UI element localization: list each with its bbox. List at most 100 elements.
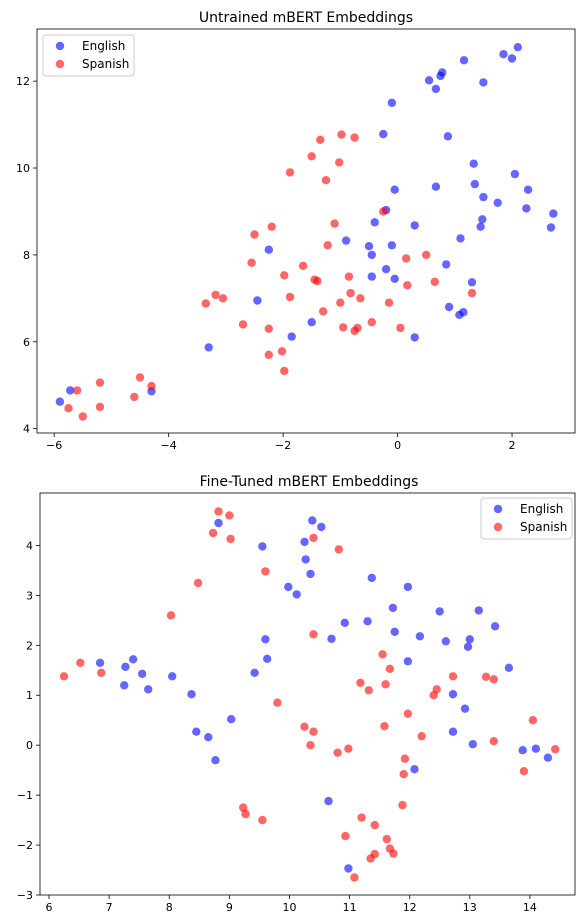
point-english-22: [424, 76, 434, 85]
point-spanish-46: [403, 281, 412, 290]
point-spanish-15: [306, 741, 315, 750]
point-spanish-13: [273, 698, 282, 707]
x-tick-label: −4: [161, 439, 177, 452]
point-english-2: [121, 662, 130, 671]
point-english-12: [227, 715, 236, 724]
point-spanish-1: [76, 658, 85, 667]
point-spanish-24: [356, 678, 365, 687]
chart-title: Fine-Tuned mBERT Embeddings: [200, 474, 419, 490]
point-spanish-10: [218, 294, 228, 303]
y-tick-label: −1: [17, 789, 33, 802]
point-spanish-3: [95, 378, 105, 387]
legend-label-english: English: [82, 39, 125, 53]
point-english-26: [340, 618, 349, 627]
point-english-24: [431, 84, 441, 94]
point-spanish-9: [239, 803, 248, 812]
y-tick-label: 3: [26, 589, 33, 602]
point-spanish-1: [72, 386, 82, 395]
legend-box: [42, 34, 135, 77]
point-spanish-35: [344, 272, 354, 281]
point-spanish-41: [417, 732, 426, 741]
point-spanish-2: [78, 412, 88, 421]
point-spanish-7: [225, 511, 234, 520]
x-tick-label: 13: [463, 901, 477, 914]
point-english-26: [438, 68, 447, 77]
x-tick-label: 11: [343, 901, 357, 914]
point-english-25: [327, 634, 336, 643]
point-english-46: [504, 663, 514, 672]
point-spanish-42: [379, 207, 388, 216]
point-english-43: [468, 740, 477, 749]
point-english-17: [387, 98, 397, 108]
point-spanish-30: [378, 650, 387, 659]
point-spanish-33: [337, 130, 346, 139]
point-spanish-37: [398, 800, 407, 810]
point-spanish-14: [300, 722, 309, 731]
legend: English Spanish: [480, 497, 573, 540]
point-english-31: [390, 627, 399, 636]
point-spanish-36: [389, 849, 398, 858]
point-spanish-45: [402, 254, 411, 263]
point-spanish-18: [309, 727, 318, 736]
point-english-34: [467, 278, 477, 287]
point-spanish-49: [528, 716, 538, 725]
points-layer: [55, 43, 558, 421]
point-spanish-49: [467, 288, 477, 298]
point-spanish-39: [400, 754, 410, 763]
x-tick-label: 0: [394, 439, 401, 452]
point-english-19: [300, 537, 309, 547]
point-english-24: [324, 796, 333, 806]
point-english-15: [381, 265, 391, 274]
y-axis: −3 −2 −1 0 1 2 3 4: [17, 539, 40, 902]
point-english-23: [431, 182, 441, 191]
point-english-16: [263, 654, 272, 663]
point-spanish-50: [551, 745, 560, 754]
point-spanish-17: [309, 630, 318, 639]
point-english-9: [364, 242, 374, 251]
legend-marker-english: [493, 504, 503, 514]
point-english-45: [513, 43, 522, 52]
point-spanish-44: [448, 672, 458, 681]
point-spanish-44: [396, 323, 405, 333]
point-spanish-48: [519, 767, 529, 776]
point-english-4: [253, 296, 262, 305]
y-tick-label: 1: [26, 689, 33, 702]
point-spanish-20: [285, 292, 295, 302]
point-spanish-8: [226, 534, 235, 544]
point-english-19: [390, 274, 399, 283]
point-english-31: [456, 234, 465, 243]
point-english-3: [204, 343, 213, 352]
point-english-43: [507, 54, 517, 63]
point-spanish-33: [382, 834, 391, 844]
point-english-16: [387, 241, 397, 250]
point-english-37: [441, 637, 450, 646]
point-english-18: [292, 590, 301, 599]
points-layer: [59, 507, 560, 882]
legend-label-spanish: Spanish: [82, 57, 129, 71]
point-spanish-28: [370, 849, 379, 859]
point-english-36: [435, 607, 444, 616]
point-spanish-43: [432, 685, 441, 694]
point-spanish-30: [330, 219, 339, 228]
point-spanish-14: [264, 350, 273, 359]
legend-label-english: English: [520, 502, 563, 516]
point-english-36: [470, 179, 479, 189]
point-spanish-36: [346, 288, 355, 298]
point-english-0: [95, 658, 105, 667]
plot-area: [40, 493, 575, 895]
point-spanish-19: [280, 271, 289, 280]
point-spanish-21: [341, 831, 350, 841]
point-english-11: [214, 518, 223, 528]
point-english-38: [478, 215, 487, 224]
point-english-29: [367, 573, 376, 583]
point-spanish-17: [277, 347, 287, 356]
legend-label-spanish: Spanish: [520, 520, 567, 534]
legend-marker-english: [55, 41, 65, 51]
point-english-48: [546, 223, 556, 232]
point-english-40: [479, 192, 488, 202]
point-english-33: [403, 657, 413, 666]
point-english-8: [341, 236, 351, 245]
point-english-11: [367, 250, 376, 260]
y-tick-label: 10: [16, 162, 30, 175]
plot-area: [37, 29, 575, 433]
